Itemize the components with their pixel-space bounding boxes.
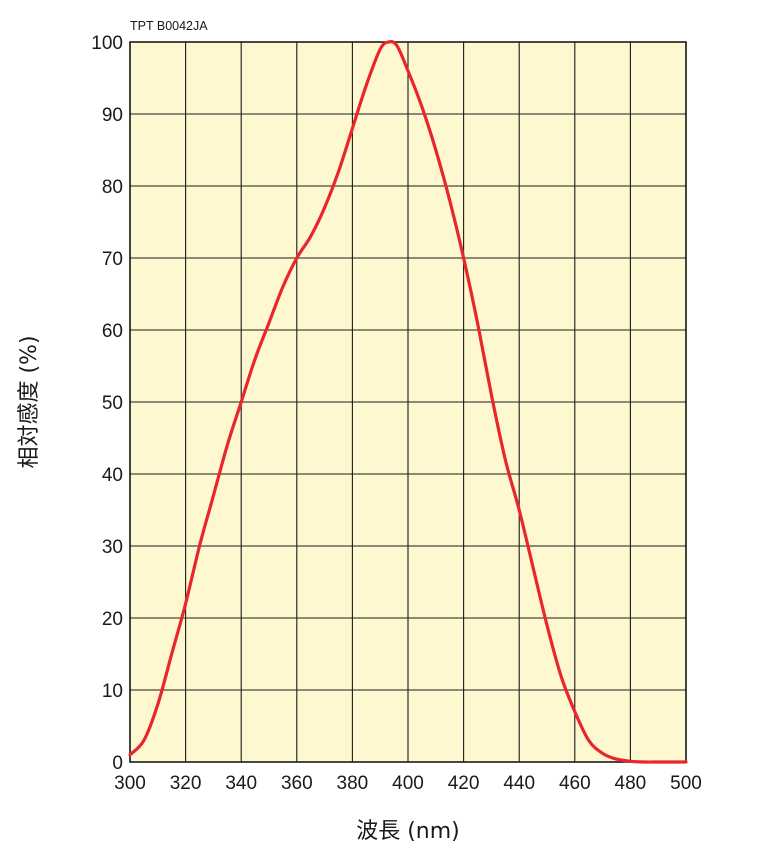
plot-frame [129, 41, 687, 763]
chart-code-annotation: TPT B0042JA [130, 19, 208, 33]
x-tick-labels: 300 320 340 360 380 400 420 440 460 480 500 [114, 773, 702, 794]
y-tick-label: 90 [102, 105, 123, 126]
y-tick-label: 80 [102, 177, 123, 198]
y-axis-label: 相対感度 (%) [17, 335, 42, 468]
sensitivity-curve [128, 40, 688, 764]
y-tick-label: 40 [102, 465, 123, 486]
x-tick-label: 460 [559, 773, 591, 794]
x-tick-label: 380 [337, 773, 369, 794]
y-tick-label: 100 [91, 33, 123, 54]
x-tick-label: 320 [170, 773, 202, 794]
y-tick-label: 20 [102, 609, 123, 630]
y-tick-labels: 0 10 20 30 40 50 60 70 80 90 100 [91, 33, 123, 774]
y-tick-label: 10 [102, 681, 123, 702]
y-tick-label: 30 [102, 537, 123, 558]
y-tick-label: 50 [102, 393, 123, 414]
x-tick-label: 400 [392, 773, 424, 794]
y-tick-label: 0 [112, 753, 123, 774]
x-tick-label: 300 [114, 773, 146, 794]
y-tick-label: 70 [102, 249, 123, 270]
x-tick-label: 420 [448, 773, 480, 794]
x-tick-label: 440 [503, 773, 535, 794]
x-tick-label: 360 [281, 773, 313, 794]
x-axis-label: 波長 (nm) [356, 819, 460, 844]
x-tick-label: 480 [615, 773, 647, 794]
x-tick-label: 500 [670, 773, 702, 794]
y-tick-label: 60 [102, 321, 123, 342]
x-tick-label: 340 [225, 773, 257, 794]
